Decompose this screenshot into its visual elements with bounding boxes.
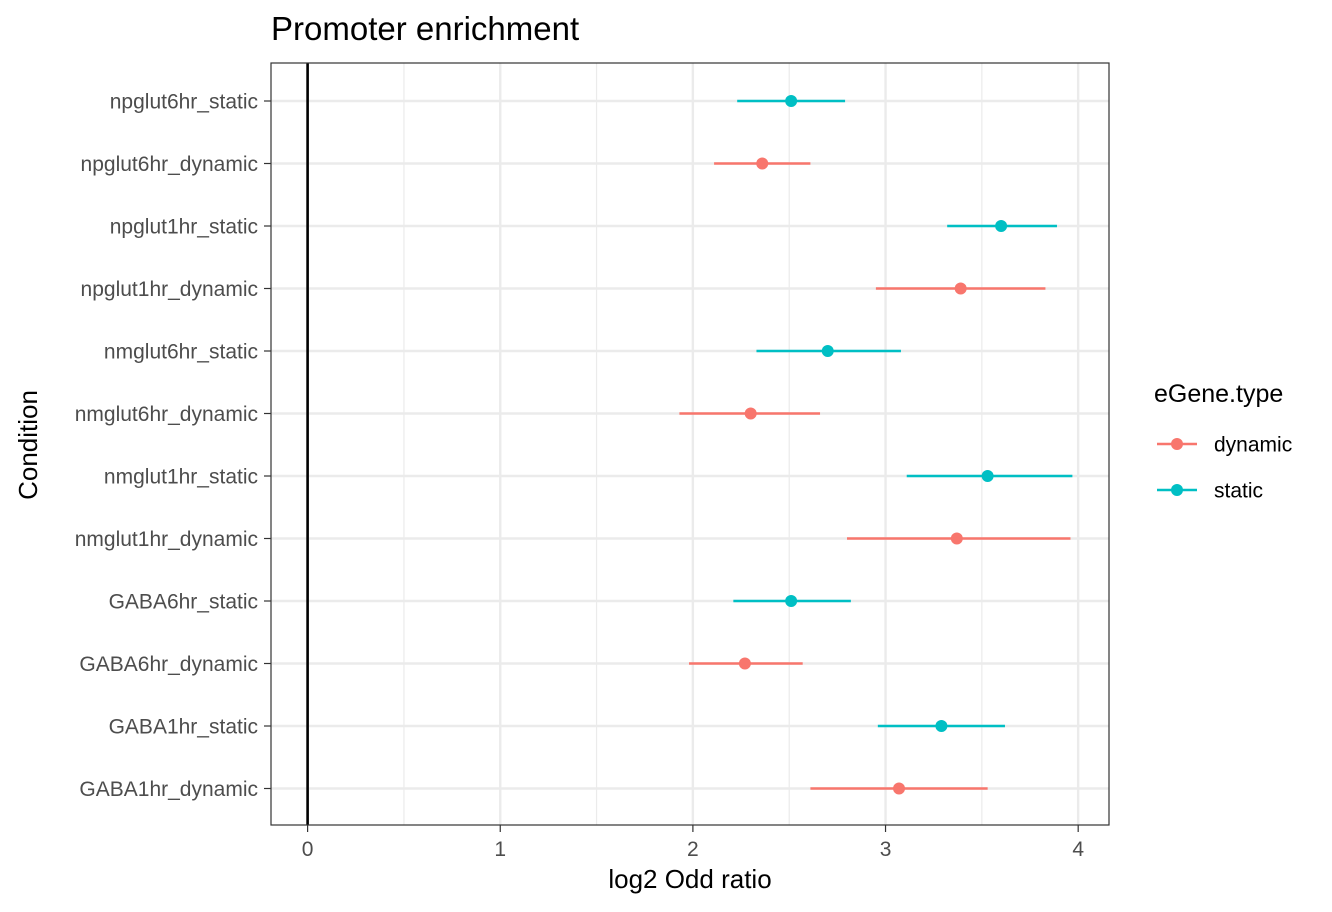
y-tick-label: nmglut1hr_dynamic	[75, 528, 258, 551]
y-tick-label: nmglut1hr_static	[104, 466, 258, 489]
y-tick-label: GABA6hr_dynamic	[79, 653, 258, 676]
x-tick-label: 0	[302, 838, 314, 861]
point-nmglut1hr_dynamic	[950, 532, 963, 545]
point-nmglut1hr_static	[981, 470, 994, 482]
legend-keys: dynamic static	[1157, 434, 1292, 503]
point-GABA1hr_dynamic	[893, 782, 906, 795]
legend: eGene.type dynamic static	[1154, 380, 1292, 503]
x-tick-label: 3	[880, 838, 892, 861]
chart-title: Promoter enrichment	[271, 10, 579, 47]
minor-gridlines	[403, 63, 983, 825]
point-nmglut6hr_dynamic	[744, 407, 757, 420]
point-npglut1hr_dynamic	[954, 282, 967, 295]
legend-label-dynamic: dynamic	[1214, 434, 1292, 457]
y-tick-label: npglut6hr_static	[110, 91, 258, 114]
y-tick-label: npglut1hr_dynamic	[81, 278, 258, 301]
x-axis-title: log2 Odd ratio	[608, 864, 771, 894]
y-axis: npglut6hr_static npglut6hr_dynamic npglut1…	[75, 91, 271, 801]
data-marks	[679, 95, 1073, 795]
x-axis: 0 1 2 3 4	[302, 825, 1084, 861]
legend-title: eGene.type	[1154, 380, 1283, 408]
y-tick-label: GABA1hr_static	[109, 716, 258, 739]
panel-border	[270, 62, 1110, 826]
legend-key-point-static	[1171, 484, 1183, 496]
y-tick-label: nmglut6hr_static	[104, 341, 258, 364]
legend-label-static: static	[1214, 480, 1263, 503]
x-tick-label: 4	[1072, 838, 1084, 861]
point-GABA6hr_static	[785, 595, 798, 607]
y-tick-label: npglut1hr_static	[110, 216, 258, 239]
point-GABA6hr_dynamic	[738, 657, 751, 670]
plot-panel	[270, 62, 1110, 826]
point-nmglut6hr_static	[821, 345, 834, 357]
legend-key-point-dynamic	[1171, 438, 1183, 450]
point-npglut6hr_dynamic	[756, 157, 769, 170]
point-GABA1hr_static	[935, 720, 948, 732]
y-tick-label: GABA6hr_static	[109, 591, 258, 614]
x-tick-label: 2	[687, 838, 699, 861]
x-tick-label: 1	[494, 838, 506, 861]
y-tick-label: npglut6hr_dynamic	[81, 153, 258, 176]
panel-background	[271, 63, 1109, 825]
y-tick-label: GABA1hr_dynamic	[79, 778, 258, 801]
y-tick-label: nmglut6hr_dynamic	[75, 403, 258, 426]
point-npglut1hr_static	[995, 220, 1008, 232]
point-npglut6hr_static	[785, 95, 798, 107]
y-axis-title: Condition	[13, 390, 43, 500]
